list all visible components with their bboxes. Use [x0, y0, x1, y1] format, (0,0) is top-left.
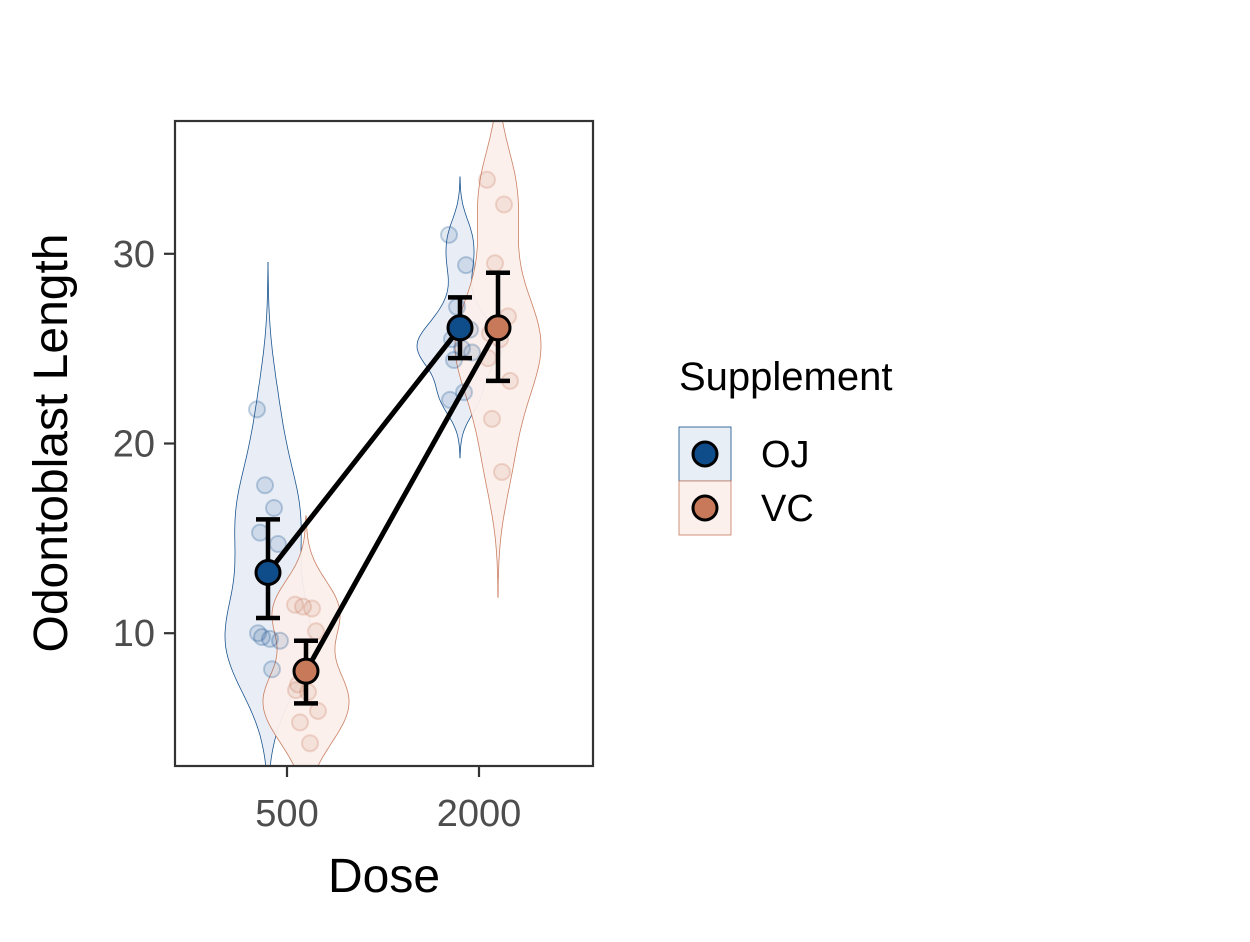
raw-point-oj	[265, 499, 283, 517]
y-tick-label-10: 10	[113, 613, 155, 655]
raw-point-oj	[457, 256, 475, 275]
legend: Supplement OJ VC	[678, 355, 892, 536]
raw-point-vc	[301, 734, 319, 753]
mean-point-vc-500	[292, 657, 320, 685]
x-tick-label-500: 500	[255, 793, 318, 835]
raw-point-oj	[253, 628, 271, 646]
mean-points-layer	[254, 314, 512, 685]
raw-point-oj	[249, 624, 267, 643]
mean-lines-layer	[266, 326, 501, 673]
legend-marker-vc	[691, 494, 719, 522]
raw-point-oj	[251, 523, 269, 542]
raw-point-vc	[493, 462, 511, 481]
legend-label-oj: OJ	[761, 434, 810, 476]
raw-point-oj	[261, 629, 279, 648]
mean-point-vc-2000	[484, 314, 512, 342]
mean-line-oj	[266, 326, 462, 575]
raw-point-vc	[495, 195, 513, 214]
legend-label-vc: VC	[761, 488, 814, 530]
y-tick-label-30: 30	[113, 234, 155, 276]
mean-line-vc	[303, 326, 501, 673]
x-tick-label-2000: 2000	[437, 793, 522, 835]
raw-point-oj	[256, 476, 274, 495]
y-axis-title: Odontoblast Length	[25, 234, 78, 653]
legend-title: Supplement	[679, 355, 892, 399]
mean-point-oj-2000	[446, 314, 474, 342]
raw-point-vc	[307, 622, 325, 641]
legend-marker-oj	[691, 440, 719, 468]
raw-point-vc	[286, 595, 304, 614]
mean-point-oj-500	[254, 559, 282, 586]
raw-point-oj	[440, 225, 458, 244]
x-axis: 500 2000	[255, 766, 521, 835]
raw-point-oj	[448, 297, 466, 316]
raw-point-vc	[294, 597, 312, 616]
raw-point-oj	[248, 400, 266, 419]
raw-point-oj	[263, 660, 281, 679]
raw-point-vc	[303, 599, 321, 618]
raw-point-vc	[483, 409, 501, 428]
raw-point-oj	[271, 631, 289, 650]
y-tick-label-20: 20	[113, 424, 155, 466]
y-axis: 10 20 30	[113, 234, 175, 655]
raw-point-vc	[291, 713, 309, 732]
raw-point-vc	[486, 254, 504, 273]
raw-point-vc	[287, 681, 305, 700]
x-axis-title: Dose	[328, 850, 440, 903]
raw-point-vc	[478, 170, 496, 189]
